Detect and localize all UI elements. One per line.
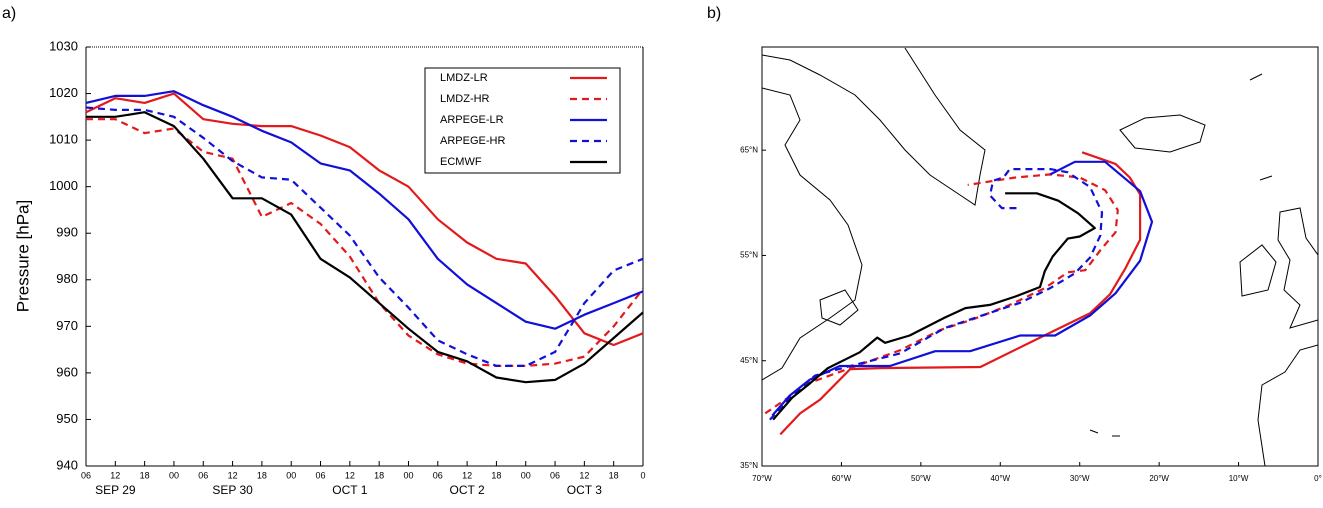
series-line — [772, 192, 1096, 421]
x-tick-label: 00 — [403, 470, 413, 480]
x-tick-label: 70°W — [752, 474, 772, 483]
panel-label: a) — [2, 5, 16, 22]
series-line — [779, 151, 1142, 436]
x-tick-label: 12 — [579, 470, 589, 480]
map-frame — [761, 46, 1319, 467]
x-tick-label: 12 — [462, 470, 472, 480]
x-tick-label: 30°W — [1070, 474, 1090, 483]
x-tick-label: 10°W — [1229, 474, 1249, 483]
x-tick-label: 00 — [521, 470, 531, 480]
series-line — [764, 173, 1119, 415]
panel-label: b) — [707, 5, 721, 22]
x-tick-label: 18 — [257, 470, 267, 480]
coastline — [819, 289, 859, 326]
x-tick-label: 18 — [491, 470, 501, 480]
y-axis-label: Pressure [hPa] — [13, 200, 32, 312]
y-tick-label: 1010 — [49, 132, 78, 147]
x-tick-label: 12 — [228, 470, 238, 480]
x-tick-label: 06 — [433, 470, 443, 480]
x-tick-label: 06 — [316, 470, 326, 480]
coastline — [1277, 207, 1318, 329]
y-tick-label: 35°N — [740, 461, 758, 470]
series-line — [85, 92, 644, 347]
x-date-label: OCT 1 — [332, 483, 367, 497]
coastline — [1257, 344, 1318, 466]
y-tick-label: 960 — [56, 364, 78, 379]
series-line — [769, 168, 1104, 421]
x-tick-label: 60°W — [832, 474, 852, 483]
coastline — [762, 87, 863, 381]
y-tick-label: 1020 — [49, 85, 78, 100]
x-tick-label: 0 — [640, 470, 645, 480]
legend-label: ARPEGE-LR — [440, 114, 504, 126]
legend-label: LMDZ-HR — [440, 93, 490, 105]
x-date-label: SEP 29 — [95, 483, 136, 497]
legend-label: ECMWF — [440, 156, 482, 168]
y-tick-label: 1030 — [49, 38, 78, 53]
coastline — [1119, 114, 1206, 153]
x-tick-label: 20°W — [1149, 474, 1169, 483]
x-tick-label: 18 — [140, 470, 150, 480]
y-tick-label: 990 — [56, 225, 78, 240]
coastline — [1089, 73, 1273, 437]
y-tick-label: 970 — [56, 318, 78, 333]
x-tick-label: 50°W — [911, 474, 931, 483]
x-tick-label: 00 — [169, 470, 179, 480]
x-tick-label: 0° — [1314, 474, 1322, 483]
x-tick-label: 06 — [81, 470, 91, 480]
y-tick-label: 1000 — [49, 178, 78, 193]
y-tick-label: 45°N — [740, 356, 758, 365]
y-tick-label: 65°N — [740, 145, 758, 154]
x-date-label: SEP 30 — [212, 483, 253, 497]
x-tick-label: 18 — [374, 470, 384, 480]
y-tick-label: 940 — [56, 457, 78, 472]
legend-label: ARPEGE-HR — [440, 135, 505, 147]
y-tick-label: 980 — [56, 271, 78, 286]
x-tick-label: 40°W — [990, 474, 1010, 483]
y-tick-label: 55°N — [740, 251, 758, 260]
x-tick-label: 12 — [110, 470, 120, 480]
x-tick-label: 06 — [198, 470, 208, 480]
x-date-label: OCT 3 — [567, 483, 602, 497]
x-tick-label: 18 — [609, 470, 619, 480]
y-tick-label: 950 — [56, 411, 78, 426]
coastlines — [762, 47, 1318, 466]
series-line — [85, 90, 644, 330]
x-tick-label: 12 — [345, 470, 355, 480]
x-tick-label: 06 — [550, 470, 560, 480]
series-line — [86, 111, 644, 384]
coastline — [762, 47, 986, 206]
x-tick-label: 00 — [286, 470, 296, 480]
legend-label: LMDZ-LR — [440, 72, 488, 84]
coastline — [1239, 244, 1277, 297]
x-date-label: OCT 2 — [450, 483, 485, 497]
